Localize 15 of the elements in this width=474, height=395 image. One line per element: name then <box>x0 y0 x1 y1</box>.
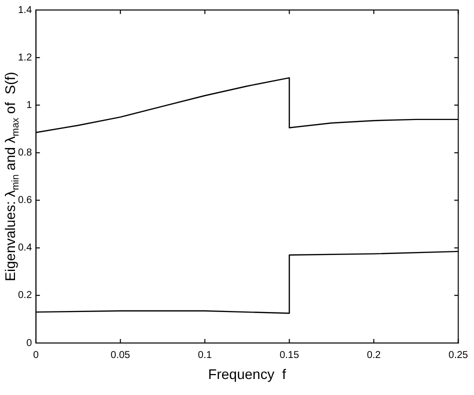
y-tick-label: 1 <box>26 100 32 111</box>
y-tick-label: 1.2 <box>18 52 32 64</box>
y-tick-label: 0.6 <box>18 195 32 206</box>
y-tick-label: 0.4 <box>18 242 32 254</box>
x-axis-title: Frequency f <box>208 366 286 382</box>
y-tick-label: 0.8 <box>18 147 32 158</box>
x-tick-label: 0.25 <box>448 350 468 361</box>
x-tick-label: 0.15 <box>280 350 300 361</box>
y-tick-label: 0.2 <box>18 290 32 302</box>
x-tick-label: 0 <box>33 350 40 361</box>
x-tick-label: 0.2 <box>366 350 382 361</box>
x-tick-label: 0.05 <box>110 350 131 361</box>
x-tick-label: 0.1 <box>198 350 212 361</box>
y-tick-label: 1.4 <box>18 4 32 16</box>
y-tick-label: 0 <box>26 338 32 349</box>
